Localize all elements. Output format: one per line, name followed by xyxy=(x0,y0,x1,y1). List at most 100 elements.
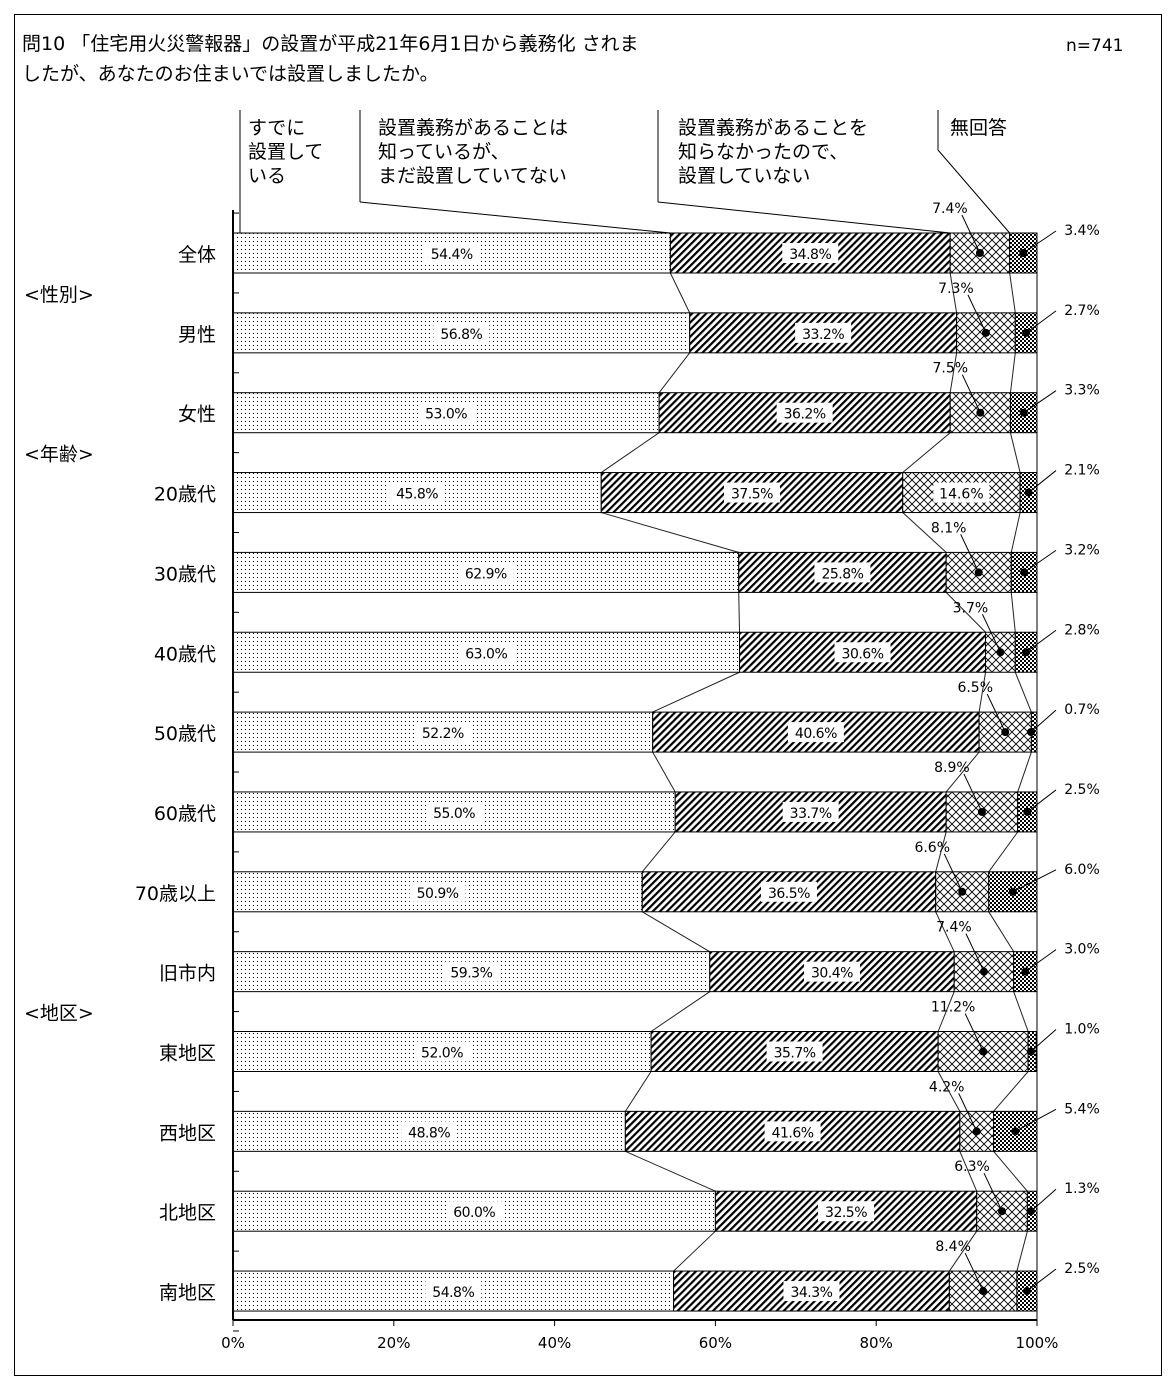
value-label-bg xyxy=(418,402,475,423)
connector-line xyxy=(669,272,691,314)
leader-line xyxy=(1023,230,1057,254)
value-label-s2: 36.5% xyxy=(768,886,810,902)
value-label-s2: 41.6% xyxy=(772,1125,814,1141)
connector-line xyxy=(937,991,955,1032)
value-label-s3: 6.5% xyxy=(957,680,993,696)
connector-line xyxy=(641,911,711,953)
value-label-s3: 14.6% xyxy=(939,487,983,503)
legend-leader xyxy=(359,201,671,234)
value-label-s3: 6.3% xyxy=(954,1159,990,1175)
value-label-s3: 3.7% xyxy=(953,600,989,616)
legend-label-line: 設置して xyxy=(248,141,323,163)
value-label-s1: 54.4% xyxy=(431,247,473,263)
bar-segment-s4 xyxy=(988,871,1038,913)
value-label-s1: 55.0% xyxy=(433,806,475,822)
connector-line xyxy=(988,831,1019,873)
value-label-s4: 3.0% xyxy=(1064,942,1100,958)
category-label: 北地区 xyxy=(159,1202,216,1224)
leader-line xyxy=(1025,310,1057,334)
value-label-bg xyxy=(458,642,515,663)
leader-line xyxy=(1015,1108,1057,1132)
legend-label-line: すでに xyxy=(248,117,305,139)
leader-line xyxy=(986,693,1006,733)
value-label-bg xyxy=(766,1041,823,1062)
connector-line xyxy=(937,1071,961,1112)
leader-line xyxy=(1026,1268,1057,1292)
value-label-s4: 2.1% xyxy=(1064,463,1100,479)
leader-line xyxy=(1027,789,1057,813)
connector-line xyxy=(993,1151,1028,1192)
value-label-s3: 7.4% xyxy=(936,920,972,936)
value-label-s2: 34.3% xyxy=(790,1285,832,1301)
value-label-bg xyxy=(834,642,891,663)
value-label-bg xyxy=(764,1121,821,1142)
leader-line xyxy=(964,1252,984,1292)
value-label-bg xyxy=(787,722,844,743)
leader-line xyxy=(965,933,985,972)
value-label-bg xyxy=(426,801,483,822)
connector-line xyxy=(945,751,980,793)
legend-label-line: 無回答 xyxy=(950,117,1007,139)
leader-line xyxy=(1028,470,1057,493)
value-label-s2: 35.7% xyxy=(774,1046,816,1062)
value-label-s4: 6.0% xyxy=(1064,862,1100,878)
legend-label-line: 設置義務があることは xyxy=(378,117,568,139)
value-label-bg xyxy=(414,1041,471,1062)
legend-label-line: 知っているが、 xyxy=(378,141,510,163)
value-label-s4: 1.0% xyxy=(1064,1022,1100,1038)
value-label-s4: 2.5% xyxy=(1064,782,1100,798)
leader-line xyxy=(964,1013,984,1052)
leader-line xyxy=(1012,869,1057,893)
value-label-s4: 5.4% xyxy=(1064,1101,1100,1117)
leader-line xyxy=(958,1093,978,1132)
question-line-2: したが、あなたのお住まいでは設置しましたか。 xyxy=(22,63,439,85)
leader-line xyxy=(1030,709,1057,733)
connector-line xyxy=(1017,751,1032,793)
leader-line xyxy=(961,374,981,413)
legend-leader xyxy=(657,201,951,234)
value-label-s1: 52.2% xyxy=(422,726,464,742)
value-label-s3: 4.2% xyxy=(929,1079,965,1095)
value-label-s1: 60.0% xyxy=(453,1205,495,1221)
connector-line xyxy=(1016,1231,1028,1272)
category-label: 全体 xyxy=(178,244,216,266)
legend-label-line: 知らなかったので、 xyxy=(678,141,848,163)
connector-line xyxy=(625,1150,716,1192)
value-label-bg xyxy=(795,322,852,343)
value-label-s2: 25.8% xyxy=(821,566,863,582)
value-label-s2: 33.7% xyxy=(790,806,832,822)
connector-line xyxy=(673,1230,716,1272)
connector-line xyxy=(902,512,947,553)
value-label-s4: 2.5% xyxy=(1064,1261,1100,1277)
legend-label-line: 設置義務があることを xyxy=(678,117,868,139)
value-label-s4: 3.3% xyxy=(1064,383,1100,399)
value-label-bg xyxy=(776,402,833,423)
value-label-bg xyxy=(814,562,871,583)
value-label-s4: 1.3% xyxy=(1064,1181,1100,1197)
leader-line xyxy=(1023,549,1057,573)
value-label-s2: 34.8% xyxy=(789,247,831,263)
value-label-s1: 63.0% xyxy=(465,646,507,662)
value-label-bg xyxy=(423,243,480,263)
x-tick-label: 0% xyxy=(221,1334,245,1352)
value-label-s3: 6.6% xyxy=(914,840,950,856)
connector-line xyxy=(624,1071,652,1112)
category-label: 女性 xyxy=(178,404,216,426)
value-label-s2: 32.5% xyxy=(825,1205,867,1221)
connector-line xyxy=(948,1230,978,1272)
value-label-bg xyxy=(414,722,471,743)
connector-line xyxy=(959,1151,978,1192)
value-label-s1: 53.0% xyxy=(425,407,467,423)
value-label-bg xyxy=(446,1201,503,1222)
value-label-bg xyxy=(409,881,466,902)
connector-line xyxy=(738,592,741,633)
connector-line xyxy=(1014,672,1032,713)
value-label-s2: 33.2% xyxy=(802,327,844,343)
leader-line xyxy=(1030,1188,1057,1212)
category-label: 20歳代 xyxy=(154,484,216,506)
connector-line xyxy=(902,432,951,473)
connector-line xyxy=(658,352,691,394)
value-label-s3: 8.9% xyxy=(934,760,970,776)
value-label-bg xyxy=(783,1281,840,1302)
leader-line xyxy=(960,534,980,573)
